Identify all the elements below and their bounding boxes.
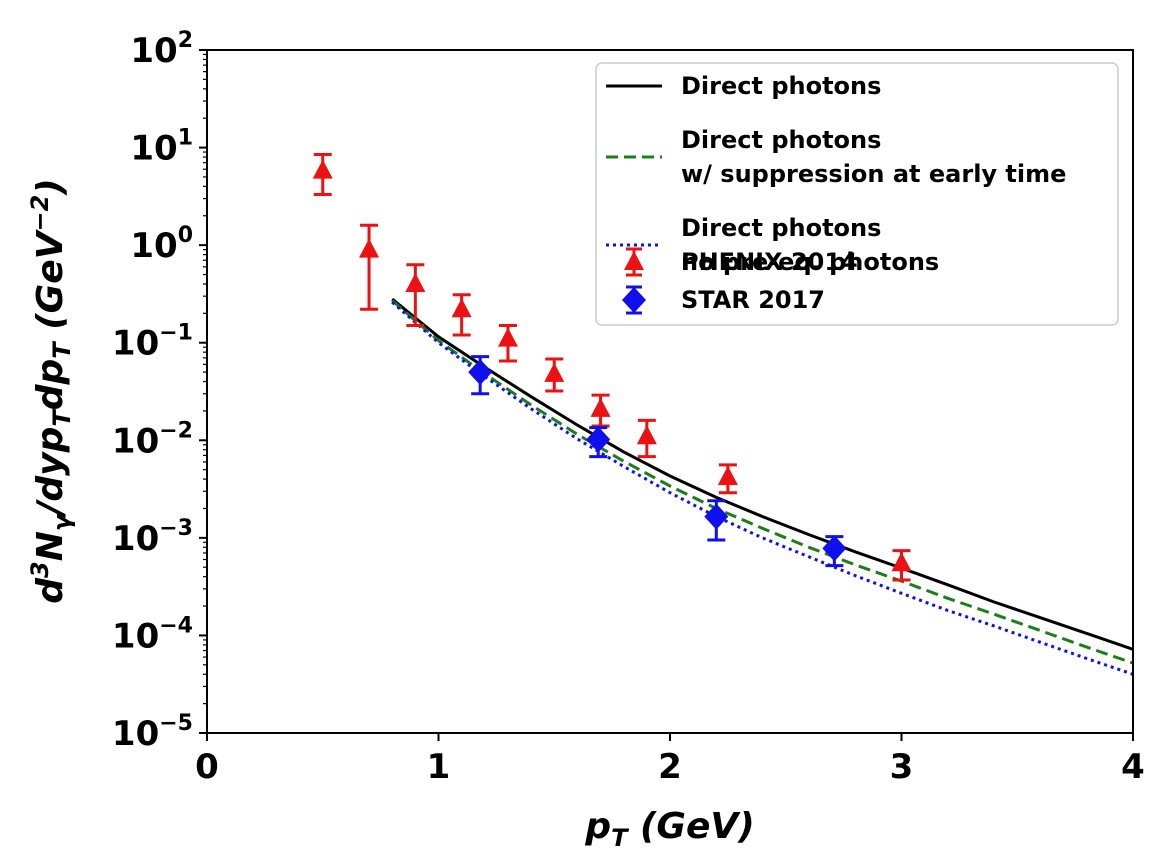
y-tick-label: 10−2 bbox=[112, 418, 193, 461]
legend-box bbox=[595, 62, 1119, 326]
y-axis-title: d3Nγ/dypTdpT (GeV−2) bbox=[26, 178, 76, 604]
curve-line bbox=[391, 299, 1133, 665]
data-marker bbox=[590, 397, 611, 417]
y-tick-label: 10−5 bbox=[112, 711, 193, 754]
legend-label: Direct photons bbox=[681, 214, 881, 242]
legend-label: PHENIX 2014 bbox=[681, 248, 858, 276]
data-marker bbox=[624, 251, 644, 270]
legend-label: w/ suppression at early time bbox=[681, 160, 1066, 188]
legend-label: no pre-eq. photons bbox=[681, 248, 939, 276]
x-tick-label: 4 bbox=[1121, 747, 1145, 787]
y-tick-label: 10−4 bbox=[112, 613, 193, 656]
data-marker bbox=[891, 552, 912, 572]
curve-line bbox=[391, 301, 1133, 676]
data-marker bbox=[468, 359, 493, 386]
data-marker bbox=[405, 272, 426, 292]
data-marker bbox=[544, 362, 565, 382]
y-tick-label: 10−3 bbox=[112, 516, 193, 559]
curve-line bbox=[391, 297, 1133, 651]
x-tick-label: 2 bbox=[658, 747, 682, 787]
data-marker bbox=[822, 535, 847, 562]
legend: Direct photons Direct photons w/ suppressi… bbox=[595, 62, 1119, 326]
x-axis-title: pT (GeV) bbox=[584, 806, 754, 852]
legend-label: Direct photons bbox=[681, 126, 881, 154]
data-marker bbox=[497, 327, 518, 347]
y-tick-label: 100 bbox=[130, 223, 193, 266]
data-marker bbox=[312, 159, 333, 179]
x-tick-label: 0 bbox=[195, 747, 219, 787]
data-marker bbox=[451, 298, 472, 318]
data-marker bbox=[704, 503, 729, 530]
data-marker bbox=[636, 425, 657, 445]
data-marker bbox=[717, 466, 738, 486]
x-tick-label: 1 bbox=[427, 747, 451, 787]
x-tick-label: 3 bbox=[890, 747, 914, 787]
data-marker bbox=[586, 426, 611, 453]
data-marker bbox=[622, 287, 646, 313]
data-marker bbox=[359, 238, 380, 258]
y-tick-label: 101 bbox=[130, 126, 193, 169]
y-tick-label: 10−1 bbox=[112, 321, 193, 364]
legend-label: STAR 2017 bbox=[681, 286, 825, 314]
legend-label: Direct photons bbox=[681, 72, 881, 100]
y-tick-label: 102 bbox=[130, 28, 193, 71]
